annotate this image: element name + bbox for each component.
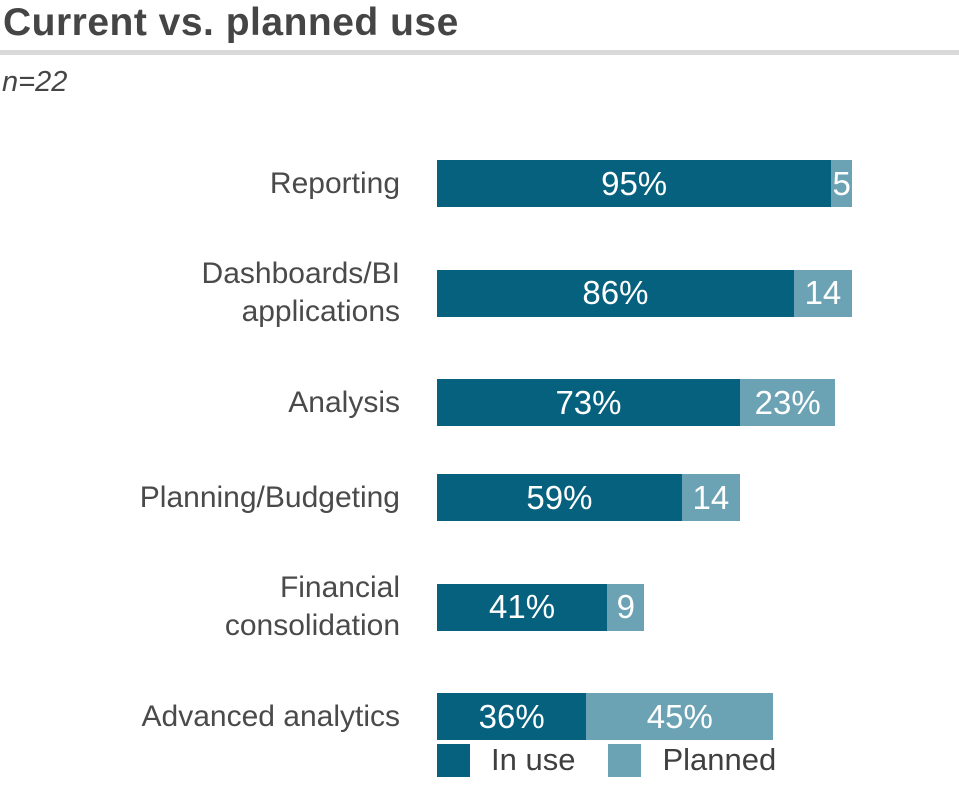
bar-value-label: 14 (692, 478, 730, 516)
bar-value-label: 73% (555, 383, 622, 421)
legend-label-planned: Planned (662, 742, 777, 777)
chart-row: Reporting 95% 5 (0, 160, 959, 207)
bar-segment-planned: 14 (793, 269, 852, 317)
bar-track: 59% 14 (437, 474, 740, 521)
bar-value-label: 5 (832, 164, 851, 202)
stacked-bar-chart: Reporting 95% 5 Dashboards/BI applications 8… (0, 160, 959, 740)
bar-track: 95% 5 (437, 160, 852, 207)
bar-track: 36% 45% (437, 693, 774, 740)
bar-segment-in-use: 95% (437, 160, 832, 207)
bar-segment-in-use: 86% (437, 269, 794, 317)
category-label: Reporting (269, 166, 400, 200)
bar-segment-in-use: 36% (437, 693, 587, 740)
bar-value-label: 86% (582, 274, 649, 311)
chart-row: Planning/Budgeting 59% 14 (0, 474, 959, 521)
bar-track: 41% 9 (437, 583, 645, 631)
legend-label-in-use: In use (491, 742, 576, 777)
category-label: Analysis (288, 385, 400, 419)
category-label: Advanced analytics (141, 699, 401, 733)
page-title: Current vs. planned use (3, 1, 459, 44)
legend-swatch-in-use (437, 743, 470, 777)
bar-segment-planned: 5 (831, 160, 852, 207)
category-label: Planning/Budgeting (139, 480, 400, 514)
bar-track: 73% 23% (437, 379, 836, 426)
bar-segment-in-use: 59% (437, 474, 682, 521)
bar-value-label: 14 (804, 274, 842, 311)
chart-row: Advanced analytics 36% 45% (0, 693, 959, 740)
bar-value-label: 95% (601, 164, 668, 202)
legend-swatch-planned (608, 743, 642, 777)
bar-segment-in-use: 73% (437, 379, 740, 426)
chart-row: Analysis 73% 23% (0, 379, 959, 426)
bar-value-label: 45% (646, 697, 713, 735)
sample-size-note: n=22 (2, 66, 68, 98)
chart-row: Dashboards/BI applications 86% 14 (0, 255, 959, 331)
bar-value-label: 59% (526, 478, 593, 516)
bar-segment-planned: 14 (681, 474, 740, 521)
legend: In use Planned (437, 742, 776, 778)
category-label: Financial consolidation (224, 571, 400, 642)
bar-segment-planned: 23% (739, 379, 836, 426)
bar-value-label: 41% (489, 588, 556, 625)
chart-row: Financial consolidation 41% 9 (0, 569, 959, 645)
category-label: Dashboards/BI applications (201, 257, 400, 328)
bar-track: 86% 14 (437, 269, 852, 317)
bar-value-label: 9 (616, 588, 635, 625)
bar-segment-in-use: 41% (437, 583, 608, 631)
bar-value-label: 23% (754, 383, 821, 421)
bar-segment-planned: 9 (607, 583, 645, 631)
bar-segment-planned: 45% (586, 693, 774, 740)
bar-value-label: 36% (478, 697, 545, 735)
title-divider (0, 50, 959, 55)
